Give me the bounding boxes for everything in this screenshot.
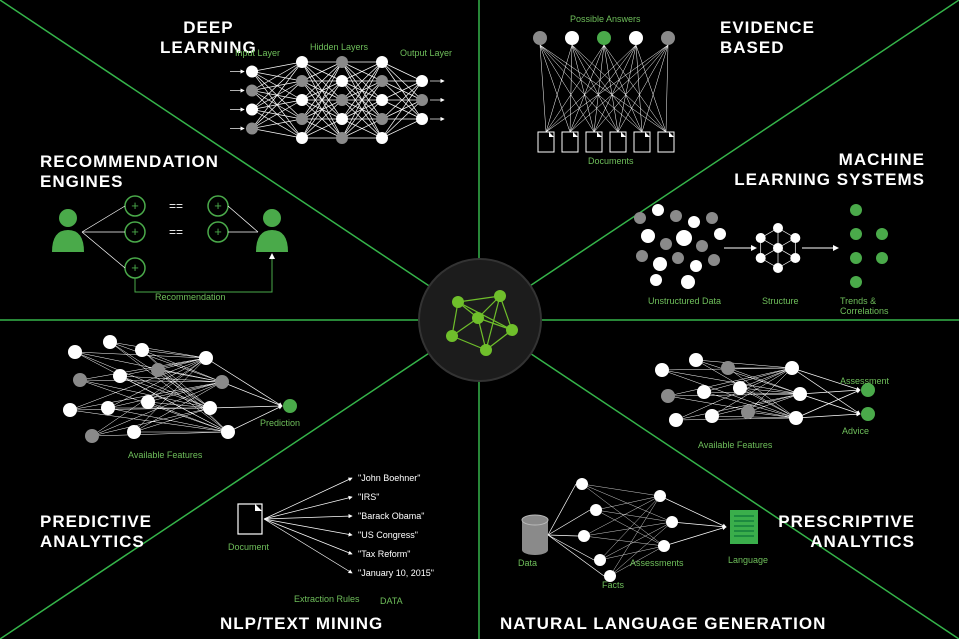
title-nlp: NLP/TEXT MINING xyxy=(220,614,383,634)
svg-text:+: + xyxy=(131,198,139,213)
sublabel: Facts xyxy=(602,580,624,590)
sublabel: Possible Answers xyxy=(570,14,641,24)
sublabel: Document xyxy=(228,542,269,552)
sublabel: Advice xyxy=(842,426,869,436)
title-predictive: PREDICTIVE ANALYTICS xyxy=(40,512,152,553)
sublabel: DATA xyxy=(380,596,403,606)
sublabel: Trends & Correlations xyxy=(840,296,889,316)
hub-network-icon xyxy=(440,280,520,360)
svg-text:==: == xyxy=(169,225,183,239)
title-evidence-based: EVIDENCE BASED xyxy=(720,18,815,59)
svg-text:"US Congress": "US Congress" xyxy=(358,530,418,540)
sublabel: Available Features xyxy=(698,440,772,450)
svg-text:+: + xyxy=(131,224,139,239)
infographic-container: + + + + + == == "John Boehner" "IRS" "Barack Obam… xyxy=(0,0,959,639)
sublabel: Available Features xyxy=(128,450,202,460)
sublabel: Input Layer xyxy=(235,48,280,58)
svg-text:+: + xyxy=(214,224,222,239)
svg-text:"January 10, 2015": "January 10, 2015" xyxy=(358,568,434,578)
center-hub xyxy=(418,258,542,382)
sublabel: Prediction xyxy=(260,418,300,428)
svg-text:"Barack Obama": "Barack Obama" xyxy=(358,511,424,521)
svg-text:"IRS": "IRS" xyxy=(358,492,379,502)
sublabel: Extraction Rules xyxy=(294,594,360,604)
sublabel: Assessments xyxy=(630,558,684,568)
svg-text:"John Boehner": "John Boehner" xyxy=(358,473,420,483)
svg-text:"Tax Reform": "Tax Reform" xyxy=(358,549,410,559)
sublabel: Unstructured Data xyxy=(648,296,721,306)
title-recommendation: RECOMMENDATION ENGINES xyxy=(40,152,219,193)
title-nlg: NATURAL LANGUAGE GENERATION xyxy=(500,614,826,634)
sublabel: Structure xyxy=(762,296,799,306)
sublabel: Output Layer xyxy=(400,48,452,58)
sublabel: Recommendation xyxy=(155,292,226,302)
sublabel: Assessment xyxy=(840,376,889,386)
sublabel: Hidden Layers xyxy=(310,42,368,52)
sublabel: Data xyxy=(518,558,537,568)
title-prescriptive: PRESCRIPTIVE ANALYTICS xyxy=(778,512,915,553)
svg-text:+: + xyxy=(131,260,139,275)
svg-text:+: + xyxy=(214,198,222,213)
sublabel: Documents xyxy=(588,156,634,166)
svg-text:==: == xyxy=(169,199,183,213)
sublabel: Language xyxy=(728,555,768,565)
title-machine-learning: MACHINE LEARNING SYSTEMS xyxy=(734,150,925,191)
